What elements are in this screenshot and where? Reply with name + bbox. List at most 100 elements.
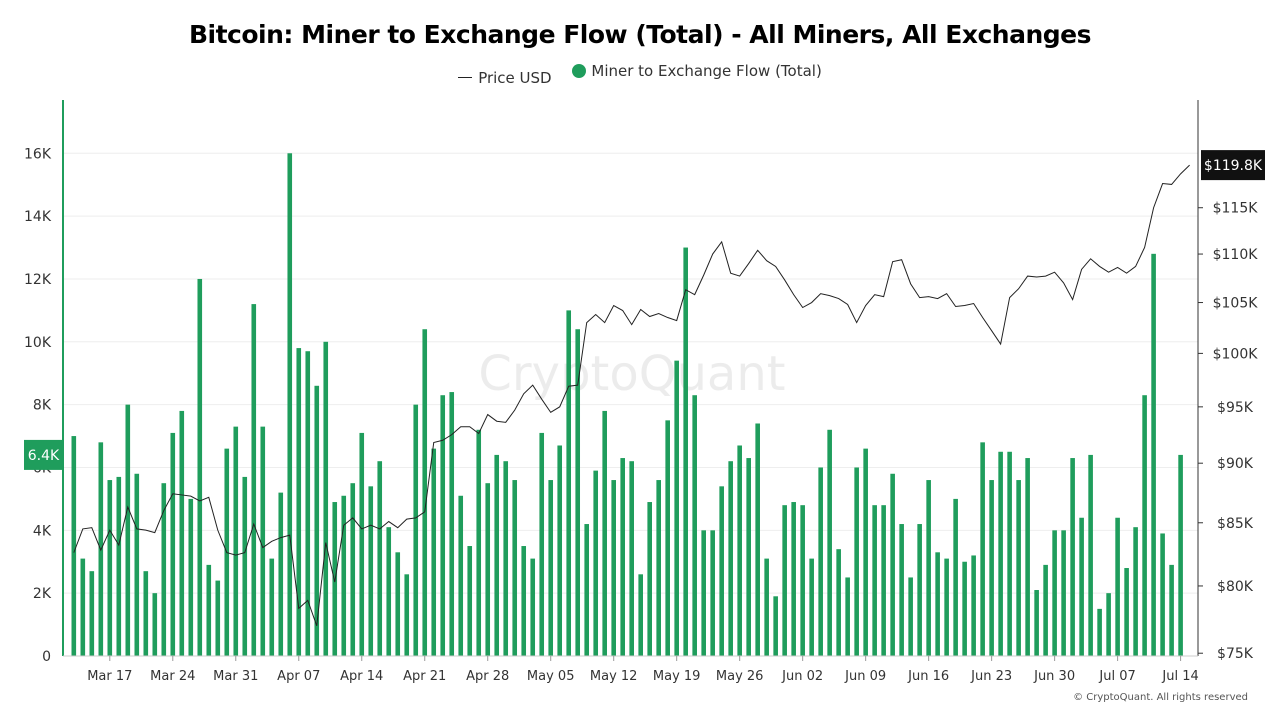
flow-bar — [476, 429, 482, 656]
flow-bar — [125, 404, 131, 656]
flow-bar — [197, 278, 203, 656]
flow-bar — [575, 329, 581, 656]
flow-bar — [746, 458, 751, 656]
flow-bar — [350, 483, 356, 656]
right-tick-label: $90K — [1217, 456, 1254, 472]
left-tick-label: 8K — [33, 398, 52, 414]
flow-bar — [503, 461, 509, 656]
flow-bar — [863, 448, 868, 656]
right-tick-label: $115K — [1213, 201, 1259, 217]
flow-bar — [692, 395, 697, 656]
flow-bar — [854, 467, 859, 656]
flow-bar — [962, 561, 967, 656]
flow-bar — [1043, 564, 1048, 656]
flow-bar — [485, 483, 491, 656]
flow-bar — [179, 410, 185, 656]
flow-bar — [611, 480, 616, 656]
flow-bar — [395, 552, 401, 656]
x-tick-label: Jun 23 — [970, 669, 1012, 684]
flow-bar — [89, 571, 95, 656]
flow-bar — [296, 348, 302, 656]
flow-bar — [1106, 593, 1111, 656]
right-axis-ticks: $75K $80K $85K $90K $95K $100K $105K $110K $115K — [1198, 201, 1258, 662]
flow-bar — [134, 473, 140, 656]
flow-bar — [971, 555, 976, 656]
flow-bar — [1061, 530, 1066, 656]
legend-dot-swatch — [572, 64, 587, 78]
flow-bar — [215, 580, 221, 656]
current-price-badge-label: $119.8K — [1204, 158, 1263, 174]
legend-item-price[interactable]: Price USD — [458, 68, 552, 87]
flow-bar — [1151, 253, 1156, 656]
x-tick-label: May 26 — [716, 669, 764, 684]
x-tick-label: Apr 07 — [277, 669, 320, 684]
flow-bar — [773, 596, 778, 656]
flow-bar — [764, 558, 769, 656]
flow-bar — [1034, 590, 1039, 656]
flow-bar — [872, 505, 877, 656]
x-tick-label: Jun 02 — [781, 669, 823, 684]
flow-bar — [242, 476, 248, 656]
flow-bar — [710, 530, 715, 656]
flow-bar — [440, 395, 446, 656]
flow-bar — [980, 442, 985, 656]
flow-bar — [1124, 568, 1129, 656]
flow-bar — [908, 577, 913, 656]
flow-bar — [836, 549, 841, 656]
flow-bar — [1070, 458, 1075, 656]
right-tick-label: $105K — [1213, 296, 1259, 312]
flow-bar — [728, 461, 733, 656]
left-tick-label: 14K — [24, 209, 52, 225]
flow-bar — [170, 432, 176, 656]
flow-bar — [1169, 564, 1174, 656]
x-tick-label: Jun 16 — [907, 669, 949, 684]
flow-bar — [278, 492, 284, 656]
flow-bar — [530, 558, 536, 656]
flow-bar — [1007, 451, 1012, 656]
x-tick-label: Jul 14 — [1161, 669, 1198, 684]
flow-bar — [377, 461, 383, 656]
left-tick-label: 16K — [24, 146, 52, 162]
flow-bar — [386, 527, 392, 656]
flow-bar — [656, 480, 661, 656]
current-price-badge-bg — [1201, 150, 1265, 181]
legend-label-price: Price USD — [478, 68, 552, 87]
flow-bar — [818, 467, 823, 656]
flow-bar — [782, 505, 787, 656]
flow-bar — [890, 473, 895, 656]
flow-bar — [71, 436, 77, 656]
x-tick-label: Jun 09 — [844, 669, 886, 684]
left-tick-label: 10K — [24, 335, 52, 351]
right-tick-label: $85K — [1217, 516, 1254, 532]
flow-bar — [566, 310, 572, 656]
legend-item-flow[interactable]: Miner to Exchange Flow (Total) — [572, 62, 822, 80]
flow-bar — [314, 385, 320, 656]
left-tick-label: 0 — [42, 649, 51, 665]
flow-bar — [953, 498, 958, 656]
x-tick-label: Apr 28 — [466, 669, 509, 684]
x-tick-label: Mar 31 — [213, 669, 258, 684]
flow-bar — [521, 546, 527, 656]
flow-bar — [647, 502, 652, 656]
x-tick-label: May 19 — [653, 669, 701, 684]
flow-bar — [719, 486, 724, 656]
flow-bar — [845, 577, 850, 656]
flow-bar — [881, 505, 886, 656]
chart-title: Bitcoin: Miner to Exchange Flow (Total) … — [188, 20, 1092, 49]
flow-bar — [206, 564, 212, 656]
flow-bar — [1097, 608, 1102, 656]
watermark: CryptoQuant — [478, 346, 785, 402]
flow-bar — [287, 153, 293, 656]
flow-bar — [1079, 517, 1084, 656]
flow-bar — [602, 410, 607, 656]
flow-bar — [512, 480, 518, 656]
left-tick-label: 12K — [24, 272, 52, 288]
x-tick-label: Mar 17 — [87, 669, 132, 684]
flow-bar — [593, 470, 599, 656]
flow-bar — [467, 546, 473, 656]
flow-bar — [629, 461, 634, 656]
flow-bar — [539, 432, 545, 656]
flow-bar — [1016, 480, 1021, 656]
current-flow-badge-label: 6.4K — [28, 448, 60, 464]
flow-bar — [620, 458, 625, 656]
